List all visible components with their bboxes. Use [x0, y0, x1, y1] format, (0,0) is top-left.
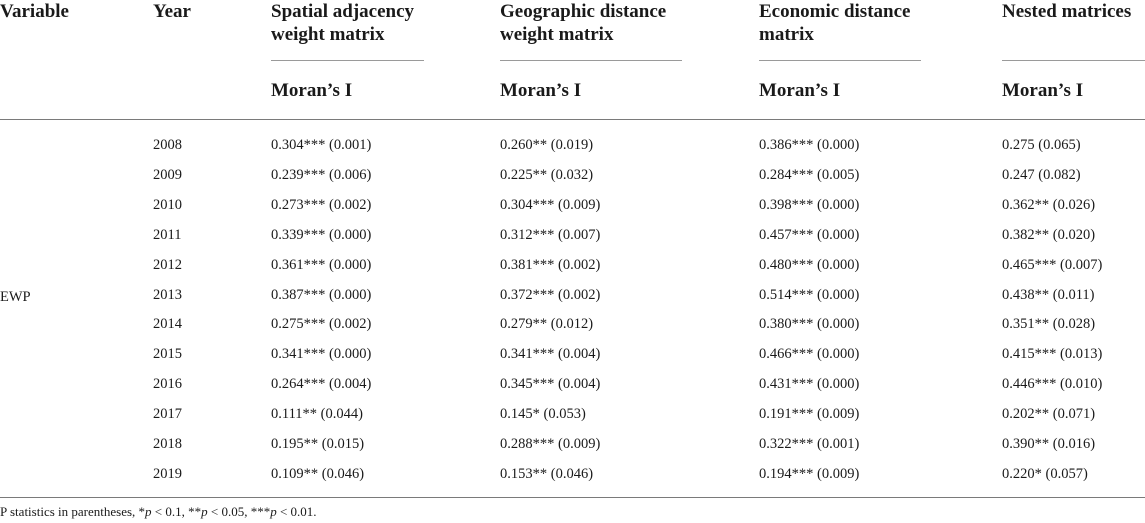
header-spatial-adjacency-line2: weight matrix — [271, 24, 385, 45]
cell-year: 2013 — [153, 286, 182, 303]
cell-economic-distance: 0.398*** (0.000) — [759, 196, 860, 213]
cell-nested-matrices: 0.202** (0.071) — [1002, 406, 1096, 423]
cell-geographic-distance: 0.145* (0.053) — [500, 406, 586, 423]
cell-geographic-distance: 0.345*** (0.004) — [500, 376, 601, 393]
cell-geographic-distance: 0.372*** (0.002) — [500, 286, 601, 303]
cell-economic-distance: 0.466*** (0.000) — [759, 346, 860, 363]
cell-nested-matrices: 0.362** (0.026) — [1002, 196, 1096, 213]
header-bottom-rule — [0, 119, 1145, 120]
cell-year: 2011 — [153, 226, 182, 243]
footnote-star1: * — [138, 504, 146, 519]
cell-economic-distance: 0.480*** (0.000) — [759, 256, 860, 273]
cell-geographic-distance: 0.288*** (0.009) — [500, 436, 601, 452]
cell-spatial-adjacency: 0.273*** (0.002) — [271, 196, 372, 213]
cell-economic-distance: 0.191*** (0.009) — [759, 406, 860, 423]
header-spatial-adjacency: Spatial adjacency weight matrix — [271, 0, 414, 46]
footnote: P statistics in parentheses, *p < 0.1, *… — [0, 504, 317, 520]
cell-spatial-adjacency: 0.339*** (0.000) — [271, 226, 372, 243]
header-spatial-adjacency-line1: Spatial adjacency — [271, 1, 415, 22]
cell-geographic-distance: 0.260** (0.019) — [500, 137, 594, 153]
variable-label: EWP — [0, 289, 31, 305]
footnote-p2: p — [201, 504, 208, 519]
cell-year: 2010 — [153, 196, 182, 213]
cell-spatial-adjacency: 0.239*** (0.006) — [271, 166, 372, 183]
subheader-morans-i-1: Moran’s I — [271, 80, 353, 101]
cell-nested-matrices: 0.465*** (0.007) — [1002, 256, 1103, 273]
cell-economic-distance: 0.457*** (0.000) — [759, 226, 860, 243]
cell-year: 2014 — [153, 316, 182, 333]
cell-geographic-distance: 0.279** (0.012) — [500, 316, 594, 333]
subheader-morans-i-2: Moran’s I — [500, 80, 582, 101]
footnote-prefix: P statistics in parentheses, — [0, 504, 139, 519]
cell-nested-matrices: 0.382** (0.020) — [1002, 226, 1096, 243]
cell-year: 2016 — [153, 376, 182, 393]
header-economic-distance-line1: Economic distance — [759, 1, 911, 22]
cell-spatial-adjacency: 0.111** (0.044) — [271, 406, 363, 423]
cell-economic-distance: 0.322*** (0.001) — [759, 436, 860, 452]
header-economic-distance: Economic distance matrix — [759, 0, 910, 46]
cell-geographic-distance: 0.341*** (0.004) — [500, 346, 601, 363]
cell-year: 2019 — [153, 465, 182, 482]
cell-spatial-adjacency: 0.264*** (0.004) — [271, 376, 372, 393]
cell-nested-matrices: 0.438** (0.011) — [1002, 286, 1095, 303]
cell-geographic-distance: 0.153** (0.046) — [500, 465, 594, 482]
header-geographic-distance-line2: weight matrix — [500, 24, 614, 45]
cell-year: 2017 — [153, 406, 182, 423]
subheader-rule-2 — [500, 60, 682, 61]
cell-economic-distance: 0.380*** (0.000) — [759, 316, 860, 333]
header-variable: Variable — [0, 1, 69, 22]
subheader-rule-3 — [759, 60, 921, 61]
cell-year: 2012 — [153, 256, 182, 273]
header-geographic-distance: Geographic distance weight matrix — [500, 0, 666, 46]
cell-spatial-adjacency: 0.275*** (0.002) — [271, 316, 372, 333]
cell-nested-matrices: 0.247 (0.082) — [1002, 166, 1081, 183]
header-nested-matrices-line1: Nested matrices — [1002, 1, 1132, 22]
cell-nested-matrices: 0.220* (0.057) — [1002, 465, 1088, 482]
footnote-star2: ** — [188, 504, 202, 519]
subheader-rule-4 — [1002, 60, 1145, 61]
cell-nested-matrices: 0.390** (0.016) — [1002, 436, 1096, 452]
footnote-threshold3: < 0.01. — [276, 504, 317, 519]
cell-spatial-adjacency: 0.109** (0.046) — [271, 465, 365, 482]
cell-economic-distance: 0.431*** (0.000) — [759, 376, 860, 393]
cell-nested-matrices: 0.351** (0.028) — [1002, 316, 1096, 333]
cell-spatial-adjacency: 0.304*** (0.001) — [271, 137, 372, 153]
footnote-p1: p — [145, 504, 152, 519]
header-nested-matrices: Nested matrices — [1002, 0, 1131, 23]
table-bottom-rule — [0, 497, 1145, 498]
subheader-morans-i-4: Moran’s I — [1002, 80, 1084, 101]
cell-economic-distance: 0.284*** (0.005) — [759, 166, 860, 183]
footnote-p3: p — [270, 504, 277, 519]
cell-spatial-adjacency: 0.341*** (0.000) — [271, 346, 372, 363]
cell-geographic-distance: 0.381*** (0.002) — [500, 256, 601, 273]
cell-economic-distance: 0.194*** (0.009) — [759, 465, 860, 482]
cell-geographic-distance: 0.312*** (0.007) — [500, 226, 601, 243]
cell-nested-matrices: 0.446*** (0.010) — [1002, 376, 1103, 393]
header-year: Year — [153, 1, 191, 22]
subheader-morans-i-3: Moran’s I — [759, 80, 841, 101]
cell-nested-matrices: 0.275 (0.065) — [1002, 137, 1081, 153]
subheader-rule-1 — [271, 60, 424, 61]
cell-year: 2018 — [153, 436, 182, 452]
footnote-star3: *** — [250, 504, 271, 519]
footnote-threshold2: < 0.05, — [207, 504, 251, 519]
header-geographic-distance-line1: Geographic distance — [500, 1, 667, 22]
footnote-threshold1: < 0.1, — [151, 504, 189, 519]
cell-year: 2008 — [153, 137, 182, 153]
cell-year: 2009 — [153, 166, 182, 183]
header-economic-distance-line2: matrix — [759, 24, 814, 45]
cell-nested-matrices: 0.415*** (0.013) — [1002, 346, 1103, 363]
cell-geographic-distance: 0.225** (0.032) — [500, 166, 594, 183]
cell-spatial-adjacency: 0.195** (0.015) — [271, 436, 365, 452]
cell-economic-distance: 0.514*** (0.000) — [759, 286, 860, 303]
cell-year: 2015 — [153, 346, 182, 363]
cell-geographic-distance: 0.304*** (0.009) — [500, 196, 601, 213]
cell-economic-distance: 0.386*** (0.000) — [759, 137, 860, 153]
cell-spatial-adjacency: 0.387*** (0.000) — [271, 286, 372, 303]
cell-spatial-adjacency: 0.361*** (0.000) — [271, 256, 372, 273]
